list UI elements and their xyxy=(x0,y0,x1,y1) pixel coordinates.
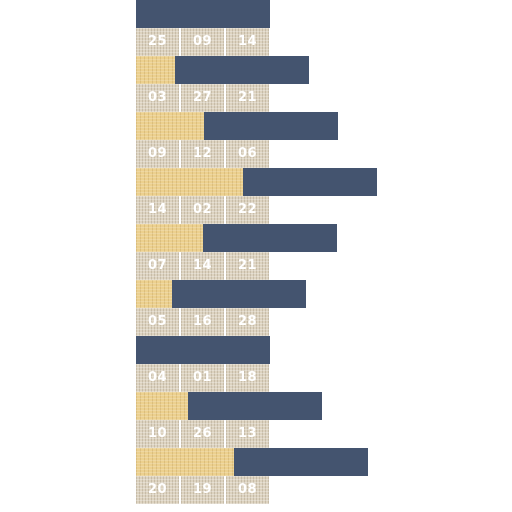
sliding-bar[interactable] xyxy=(175,56,309,84)
puzzle-row: 03 27 21 xyxy=(0,56,512,112)
slider-track xyxy=(136,280,512,308)
number-cell: 04 xyxy=(136,364,179,392)
slider-track xyxy=(136,56,512,84)
puzzle-row: 25 09 14 xyxy=(0,0,512,56)
number-cells: 05 16 28 xyxy=(136,308,270,336)
sand-gap xyxy=(136,448,234,476)
number-cell: 28 xyxy=(226,308,269,336)
puzzle-row: 07 14 21 xyxy=(0,224,512,280)
sliding-bar[interactable] xyxy=(188,392,322,420)
number-cell: 26 xyxy=(181,420,224,448)
puzzle-row: 05 16 28 xyxy=(0,280,512,336)
sliding-bar[interactable] xyxy=(243,168,377,196)
sand-gap xyxy=(136,392,188,420)
number-cell: 19 xyxy=(181,476,224,504)
number-cell: 08 xyxy=(226,476,269,504)
sand-gap xyxy=(136,280,172,308)
number-cell: 21 xyxy=(226,252,269,280)
number-cell: 13 xyxy=(226,420,269,448)
slider-track xyxy=(136,336,512,364)
slider-track xyxy=(136,0,512,28)
number-cells: 14 02 22 xyxy=(136,196,270,224)
number-cells: 07 14 21 xyxy=(136,252,270,280)
number-cell: 16 xyxy=(181,308,224,336)
sand-gap xyxy=(136,168,243,196)
puzzle-row: 09 12 06 xyxy=(0,112,512,168)
sliding-bar[interactable] xyxy=(204,112,338,140)
puzzle-row: 14 02 22 xyxy=(0,168,512,224)
number-cell: 06 xyxy=(226,140,269,168)
number-cells: 03 27 21 xyxy=(136,84,270,112)
number-cell: 12 xyxy=(181,140,224,168)
number-cell: 14 xyxy=(136,196,179,224)
number-cell: 25 xyxy=(136,28,179,56)
number-cell: 07 xyxy=(136,252,179,280)
number-cell: 22 xyxy=(226,196,269,224)
number-cell: 02 xyxy=(181,196,224,224)
sand-gap xyxy=(136,224,203,252)
number-cells: 10 26 13 xyxy=(136,420,270,448)
sliding-bar[interactable] xyxy=(136,0,270,28)
sand-gap xyxy=(136,112,204,140)
number-cell: 18 xyxy=(226,364,269,392)
sand-gap xyxy=(136,56,175,84)
number-cell: 14 xyxy=(226,28,269,56)
number-cell: 05 xyxy=(136,308,179,336)
puzzle-row: 20 19 08 xyxy=(0,448,512,504)
slider-track xyxy=(136,392,512,420)
number-cells: 20 19 08 xyxy=(136,476,270,504)
slider-track xyxy=(136,168,512,196)
number-cell: 01 xyxy=(181,364,224,392)
puzzle-row: 04 01 18 xyxy=(0,336,512,392)
number-cell: 09 xyxy=(181,28,224,56)
number-cell: 27 xyxy=(181,84,224,112)
number-cell: 10 xyxy=(136,420,179,448)
number-cell: 20 xyxy=(136,476,179,504)
slider-track xyxy=(136,224,512,252)
number-cells: 25 09 14 xyxy=(136,28,270,56)
sliding-bar[interactable] xyxy=(203,224,337,252)
sliding-bar[interactable] xyxy=(234,448,368,476)
sliding-bar[interactable] xyxy=(136,336,270,364)
slider-track xyxy=(136,448,512,476)
number-cell: 09 xyxy=(136,140,179,168)
number-cells: 04 01 18 xyxy=(136,364,270,392)
number-cell: 21 xyxy=(226,84,269,112)
sliding-bar[interactable] xyxy=(172,280,306,308)
number-cell: 14 xyxy=(181,252,224,280)
slider-track xyxy=(136,112,512,140)
puzzle-row: 10 26 13 xyxy=(0,392,512,448)
number-cells: 09 12 06 xyxy=(136,140,270,168)
number-cell: 03 xyxy=(136,84,179,112)
